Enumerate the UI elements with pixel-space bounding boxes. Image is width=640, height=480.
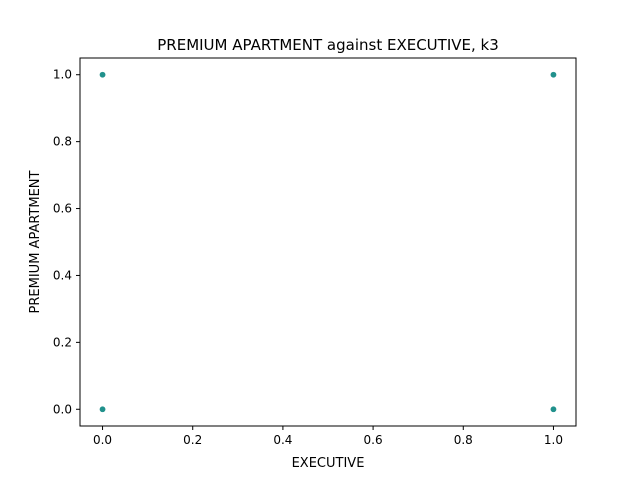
chart-title: PREMIUM APARTMENT against EXECUTIVE, k3: [157, 36, 499, 54]
x-tick-label: 0.4: [273, 433, 292, 447]
y-tick-label: 1.0: [53, 68, 72, 82]
scatter-point: [550, 406, 557, 413]
scatter-point: [550, 71, 557, 78]
y-tick-label: 0.4: [53, 268, 72, 282]
x-tick-label: 0.2: [183, 433, 202, 447]
x-tick-label: 1.0: [544, 433, 563, 447]
x-tick-label: 0.8: [454, 433, 473, 447]
x-axis-label: EXECUTIVE: [292, 456, 365, 471]
x-tick-label: 0.0: [93, 433, 112, 447]
y-tick-label: 0.8: [53, 135, 72, 149]
scatter-point: [99, 71, 106, 78]
y-tick-label: 0.0: [53, 402, 72, 416]
y-axis-label: PREMIUM APARTMENT: [28, 170, 43, 313]
x-axis-ticks: 0.0 0.2 0.4 0.6 0.8 1.0: [93, 426, 563, 447]
x-tick-label: 0.6: [364, 433, 383, 447]
plot-frame: [79, 57, 577, 427]
y-axis-ticks: 0.0 0.2 0.4 0.6 0.8 1.0: [53, 68, 80, 416]
y-tick-label: 0.6: [53, 202, 72, 216]
plot-area: [99, 71, 557, 413]
y-tick-label: 0.2: [53, 335, 72, 349]
scatter-point: [99, 406, 106, 413]
